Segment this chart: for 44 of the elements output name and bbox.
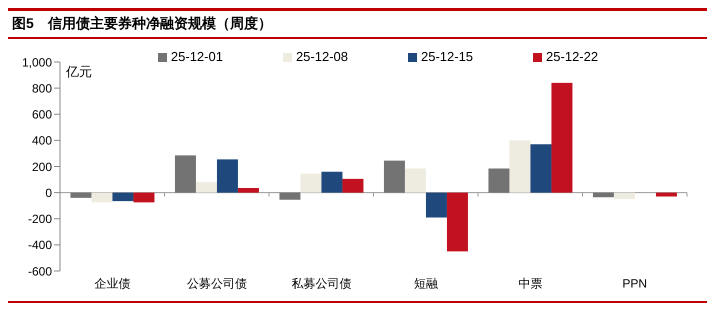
bar (656, 192, 677, 197)
bar (509, 140, 530, 193)
bar (300, 174, 322, 193)
x-tick-label: 私募公司债 (291, 276, 352, 291)
y-tick-label: 600 (32, 108, 52, 122)
y-tick-label: 400 (32, 134, 52, 148)
bar (133, 192, 154, 202)
y-tick-label: 800 (32, 81, 52, 96)
x-tick-label: PPN (622, 276, 648, 291)
x-tick-label: 短融 (414, 276, 438, 291)
y-tick-label: -200 (28, 212, 52, 226)
bar (446, 192, 468, 252)
bar (196, 182, 217, 193)
bar (174, 155, 196, 193)
y-tick-label: 200 (32, 160, 52, 174)
bar (592, 192, 614, 198)
bar (551, 82, 572, 193)
y-tick-label: -400 (28, 238, 52, 252)
bar (404, 168, 426, 193)
legend-label: 25-12-08 (296, 49, 348, 64)
bar (384, 160, 405, 193)
bar (342, 178, 364, 193)
bar (91, 192, 112, 202)
y-tick-label: 1,000 (22, 55, 52, 70)
legend-label: 25-12-01 (170, 49, 223, 64)
x-tick-label: 公募公司债 (186, 276, 247, 291)
y-tick-label: 0 (45, 186, 52, 200)
chart-title: 图5 信用债主要券种净融资规模（周度） (8, 11, 707, 39)
bar (112, 192, 134, 202)
y-tick-label: -600 (28, 264, 52, 278)
x-tick-label: 中票 (518, 276, 542, 291)
bar (530, 144, 552, 193)
y-axis-title: 亿元 (65, 64, 92, 79)
bar (216, 159, 238, 193)
bar (321, 172, 342, 193)
legend-label: 25-12-15 (421, 49, 474, 64)
bar (70, 192, 92, 198)
bar (426, 192, 447, 218)
x-tick-label: 企业债 (94, 276, 130, 291)
bar (238, 188, 259, 193)
bar (488, 168, 510, 193)
legend-label: 25-12-22 (546, 49, 598, 64)
bar (614, 192, 635, 200)
bar (279, 192, 300, 200)
